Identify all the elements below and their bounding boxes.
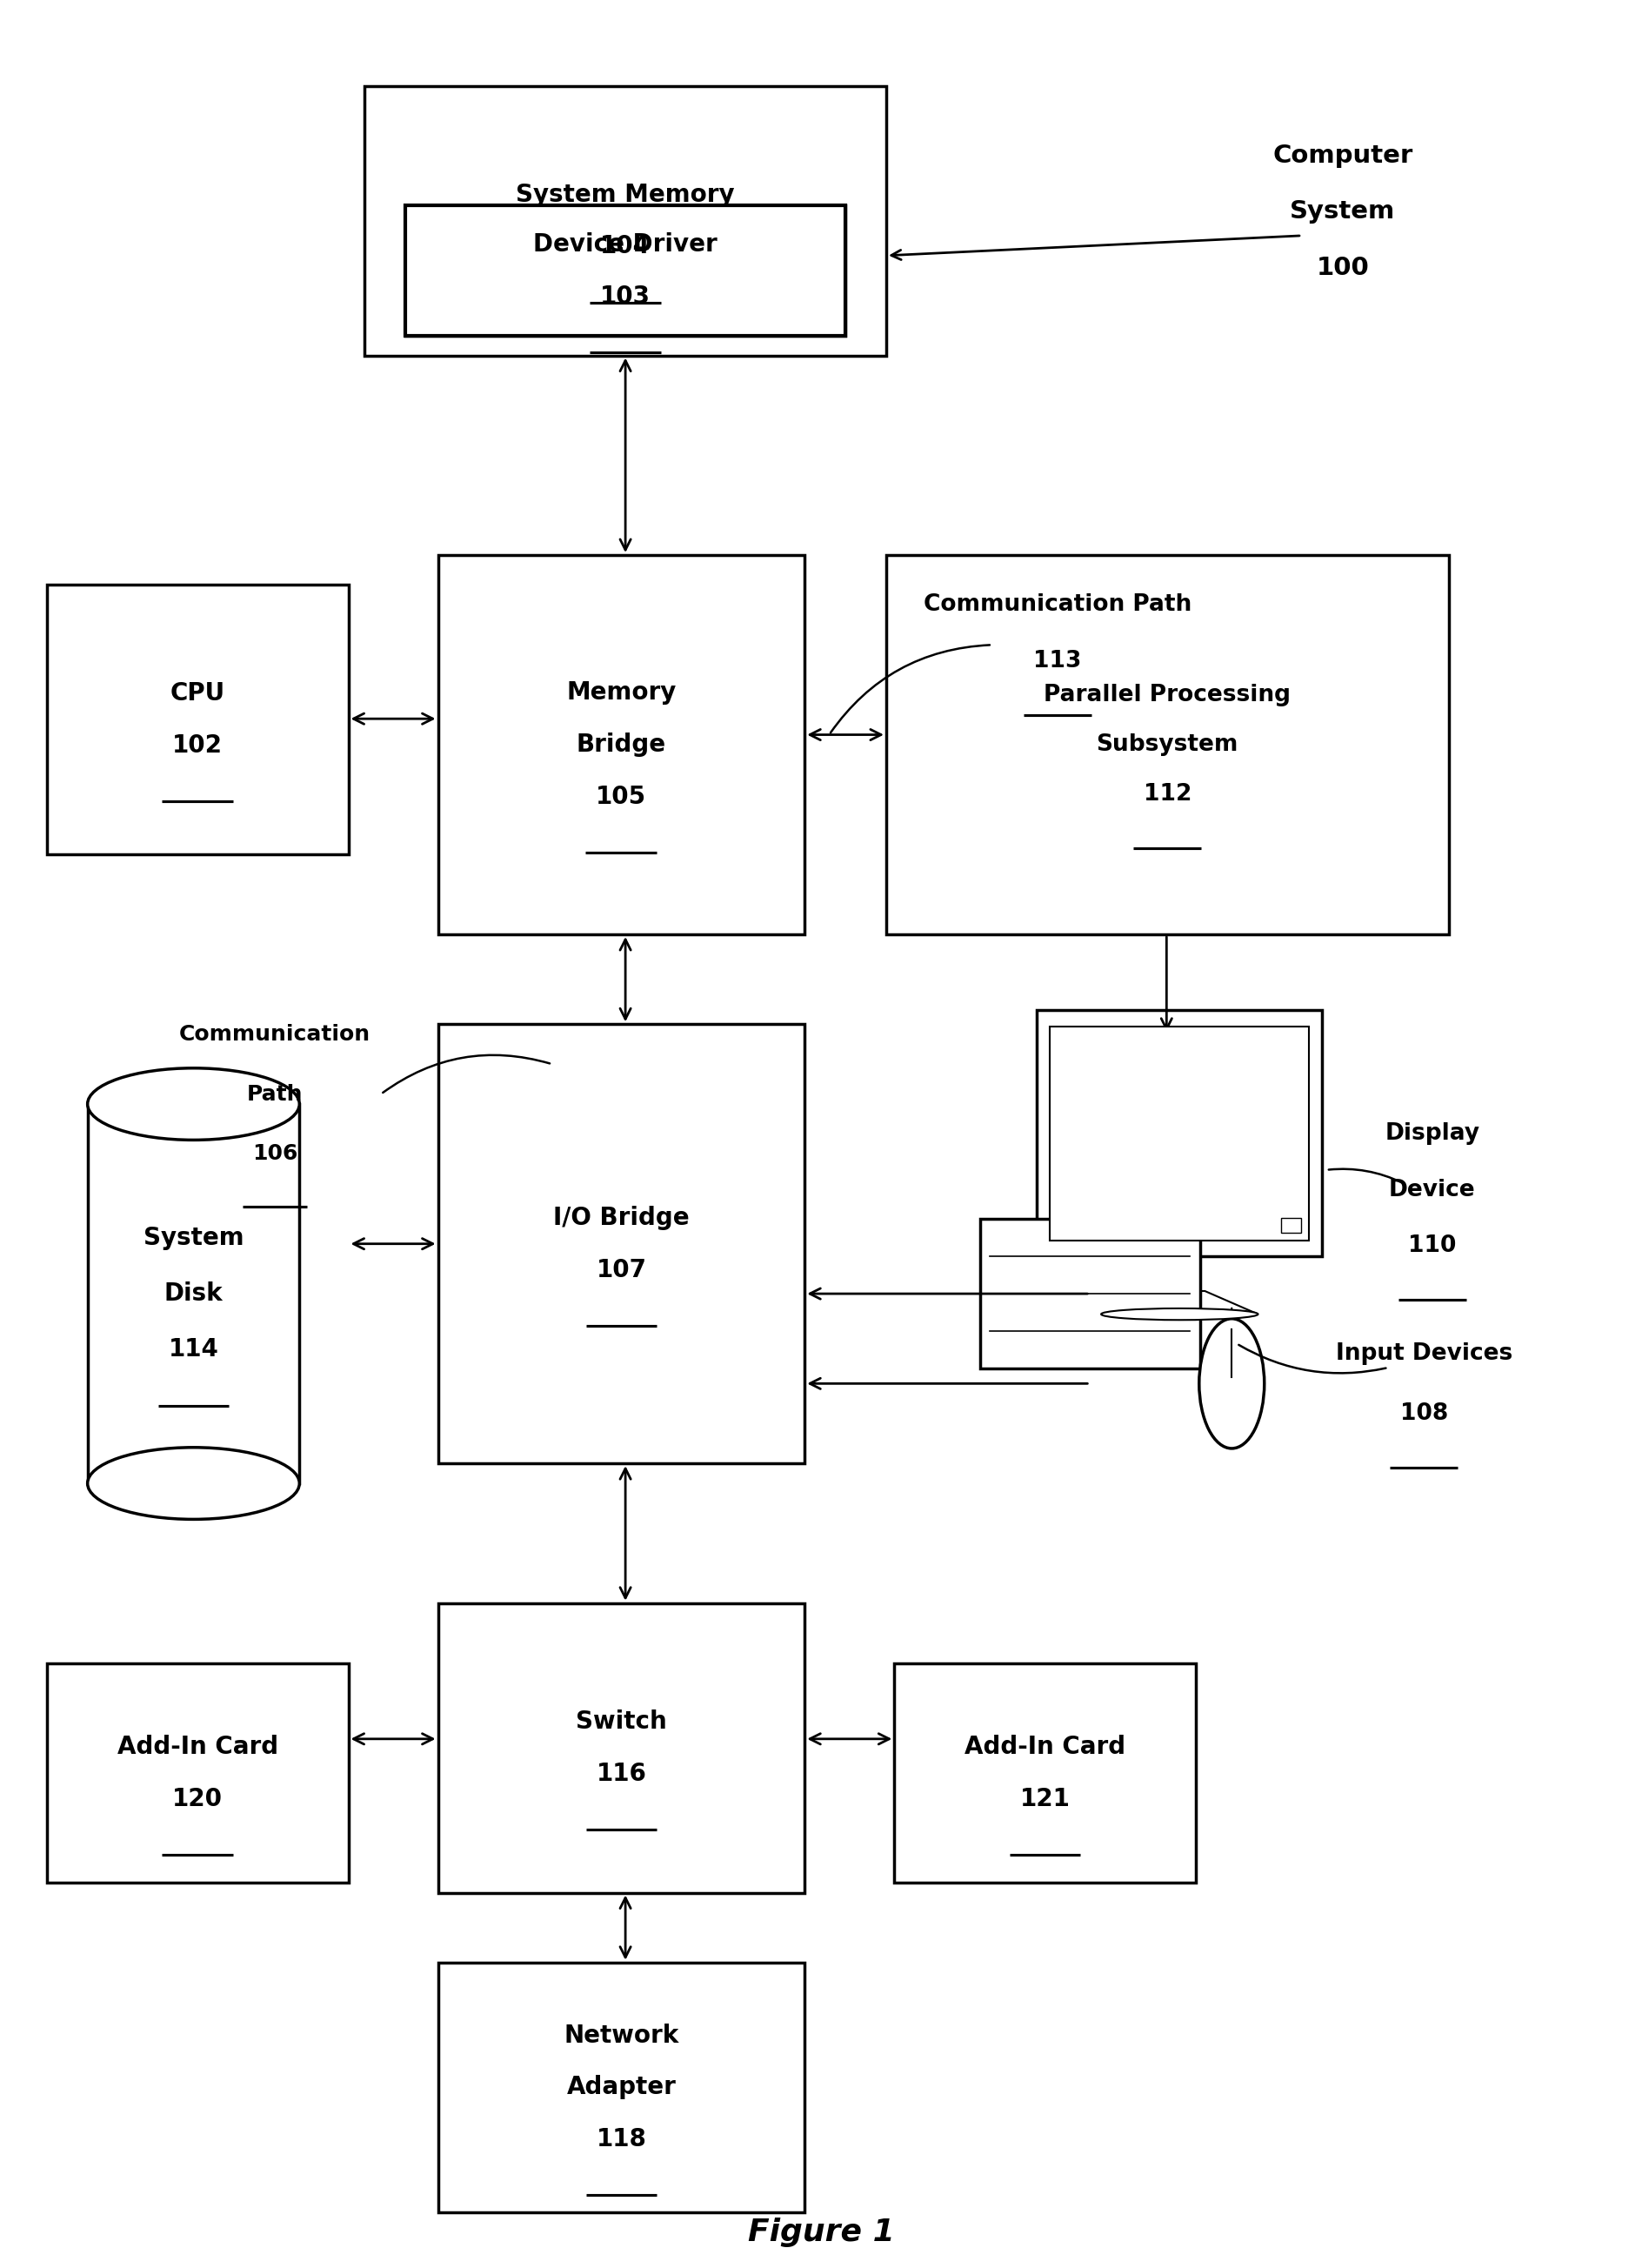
Bar: [895, 1662, 1195, 1882]
Text: Add-In Card: Add-In Card: [964, 1735, 1126, 1760]
Text: 116: 116: [596, 1762, 647, 1785]
Ellipse shape: [1102, 1309, 1258, 1320]
Ellipse shape: [87, 1068, 299, 1141]
Bar: [46, 585, 348, 855]
Text: Input Devices: Input Devices: [1335, 1343, 1512, 1365]
Ellipse shape: [87, 1447, 299, 1520]
Text: Subsystem: Subsystem: [1097, 733, 1238, 755]
Text: 114: 114: [169, 1338, 218, 1361]
Text: 120: 120: [172, 1787, 223, 1810]
Text: 105: 105: [596, 785, 647, 810]
Text: 106: 106: [253, 1143, 297, 1163]
Bar: [87, 1105, 299, 1483]
Text: Path: Path: [246, 1084, 304, 1105]
Text: Communication: Communication: [179, 1023, 371, 1046]
Ellipse shape: [1199, 1318, 1264, 1449]
Bar: [46, 1662, 348, 1882]
Text: CPU: CPU: [171, 683, 225, 705]
Bar: [438, 1962, 805, 2211]
Text: 107: 107: [596, 1256, 647, 1281]
Bar: [406, 206, 846, 336]
Text: Switch: Switch: [576, 1710, 667, 1735]
Text: System Memory: System Memory: [516, 181, 736, 206]
Text: Device: Device: [1389, 1179, 1476, 1202]
Text: 103: 103: [601, 284, 650, 308]
Polygon shape: [1102, 1290, 1258, 1313]
Text: Network: Network: [563, 2023, 678, 2048]
Text: 113: 113: [1033, 649, 1082, 671]
Text: 121: 121: [1020, 1787, 1071, 1810]
Bar: [980, 1218, 1200, 1368]
Bar: [1049, 1025, 1309, 1241]
Text: 102: 102: [172, 733, 223, 758]
Text: 118: 118: [596, 2127, 647, 2152]
Text: Communication Path: Communication Path: [923, 594, 1192, 617]
Bar: [438, 1603, 805, 1892]
Bar: [438, 1025, 805, 1463]
Text: 108: 108: [1401, 1402, 1448, 1424]
Text: Device Driver: Device Driver: [534, 231, 718, 256]
Bar: [1163, 1256, 1197, 1290]
Text: Figure 1: Figure 1: [747, 2218, 895, 2248]
Text: Add-In Card: Add-In Card: [117, 1735, 277, 1760]
Text: Display: Display: [1384, 1123, 1479, 1145]
Text: Memory: Memory: [566, 680, 677, 705]
Text: 110: 110: [1409, 1234, 1456, 1256]
Text: Bridge: Bridge: [576, 733, 667, 758]
Text: 112: 112: [1143, 782, 1192, 805]
Bar: [887, 556, 1448, 934]
Text: System: System: [1291, 200, 1396, 225]
Text: I/O Bridge: I/O Bridge: [553, 1207, 690, 1229]
Bar: [406, 206, 846, 336]
Bar: [438, 556, 805, 934]
Bar: [1038, 1009, 1322, 1256]
Text: 104: 104: [601, 234, 650, 259]
Text: Computer: Computer: [1273, 143, 1412, 168]
Text: System: System: [143, 1225, 243, 1250]
Text: Adapter: Adapter: [566, 2075, 677, 2100]
Bar: [1281, 1218, 1300, 1232]
Bar: [365, 86, 887, 356]
Text: 100: 100: [1317, 256, 1369, 279]
Text: Parallel Processing: Parallel Processing: [1044, 685, 1291, 708]
Text: Disk: Disk: [164, 1281, 223, 1306]
